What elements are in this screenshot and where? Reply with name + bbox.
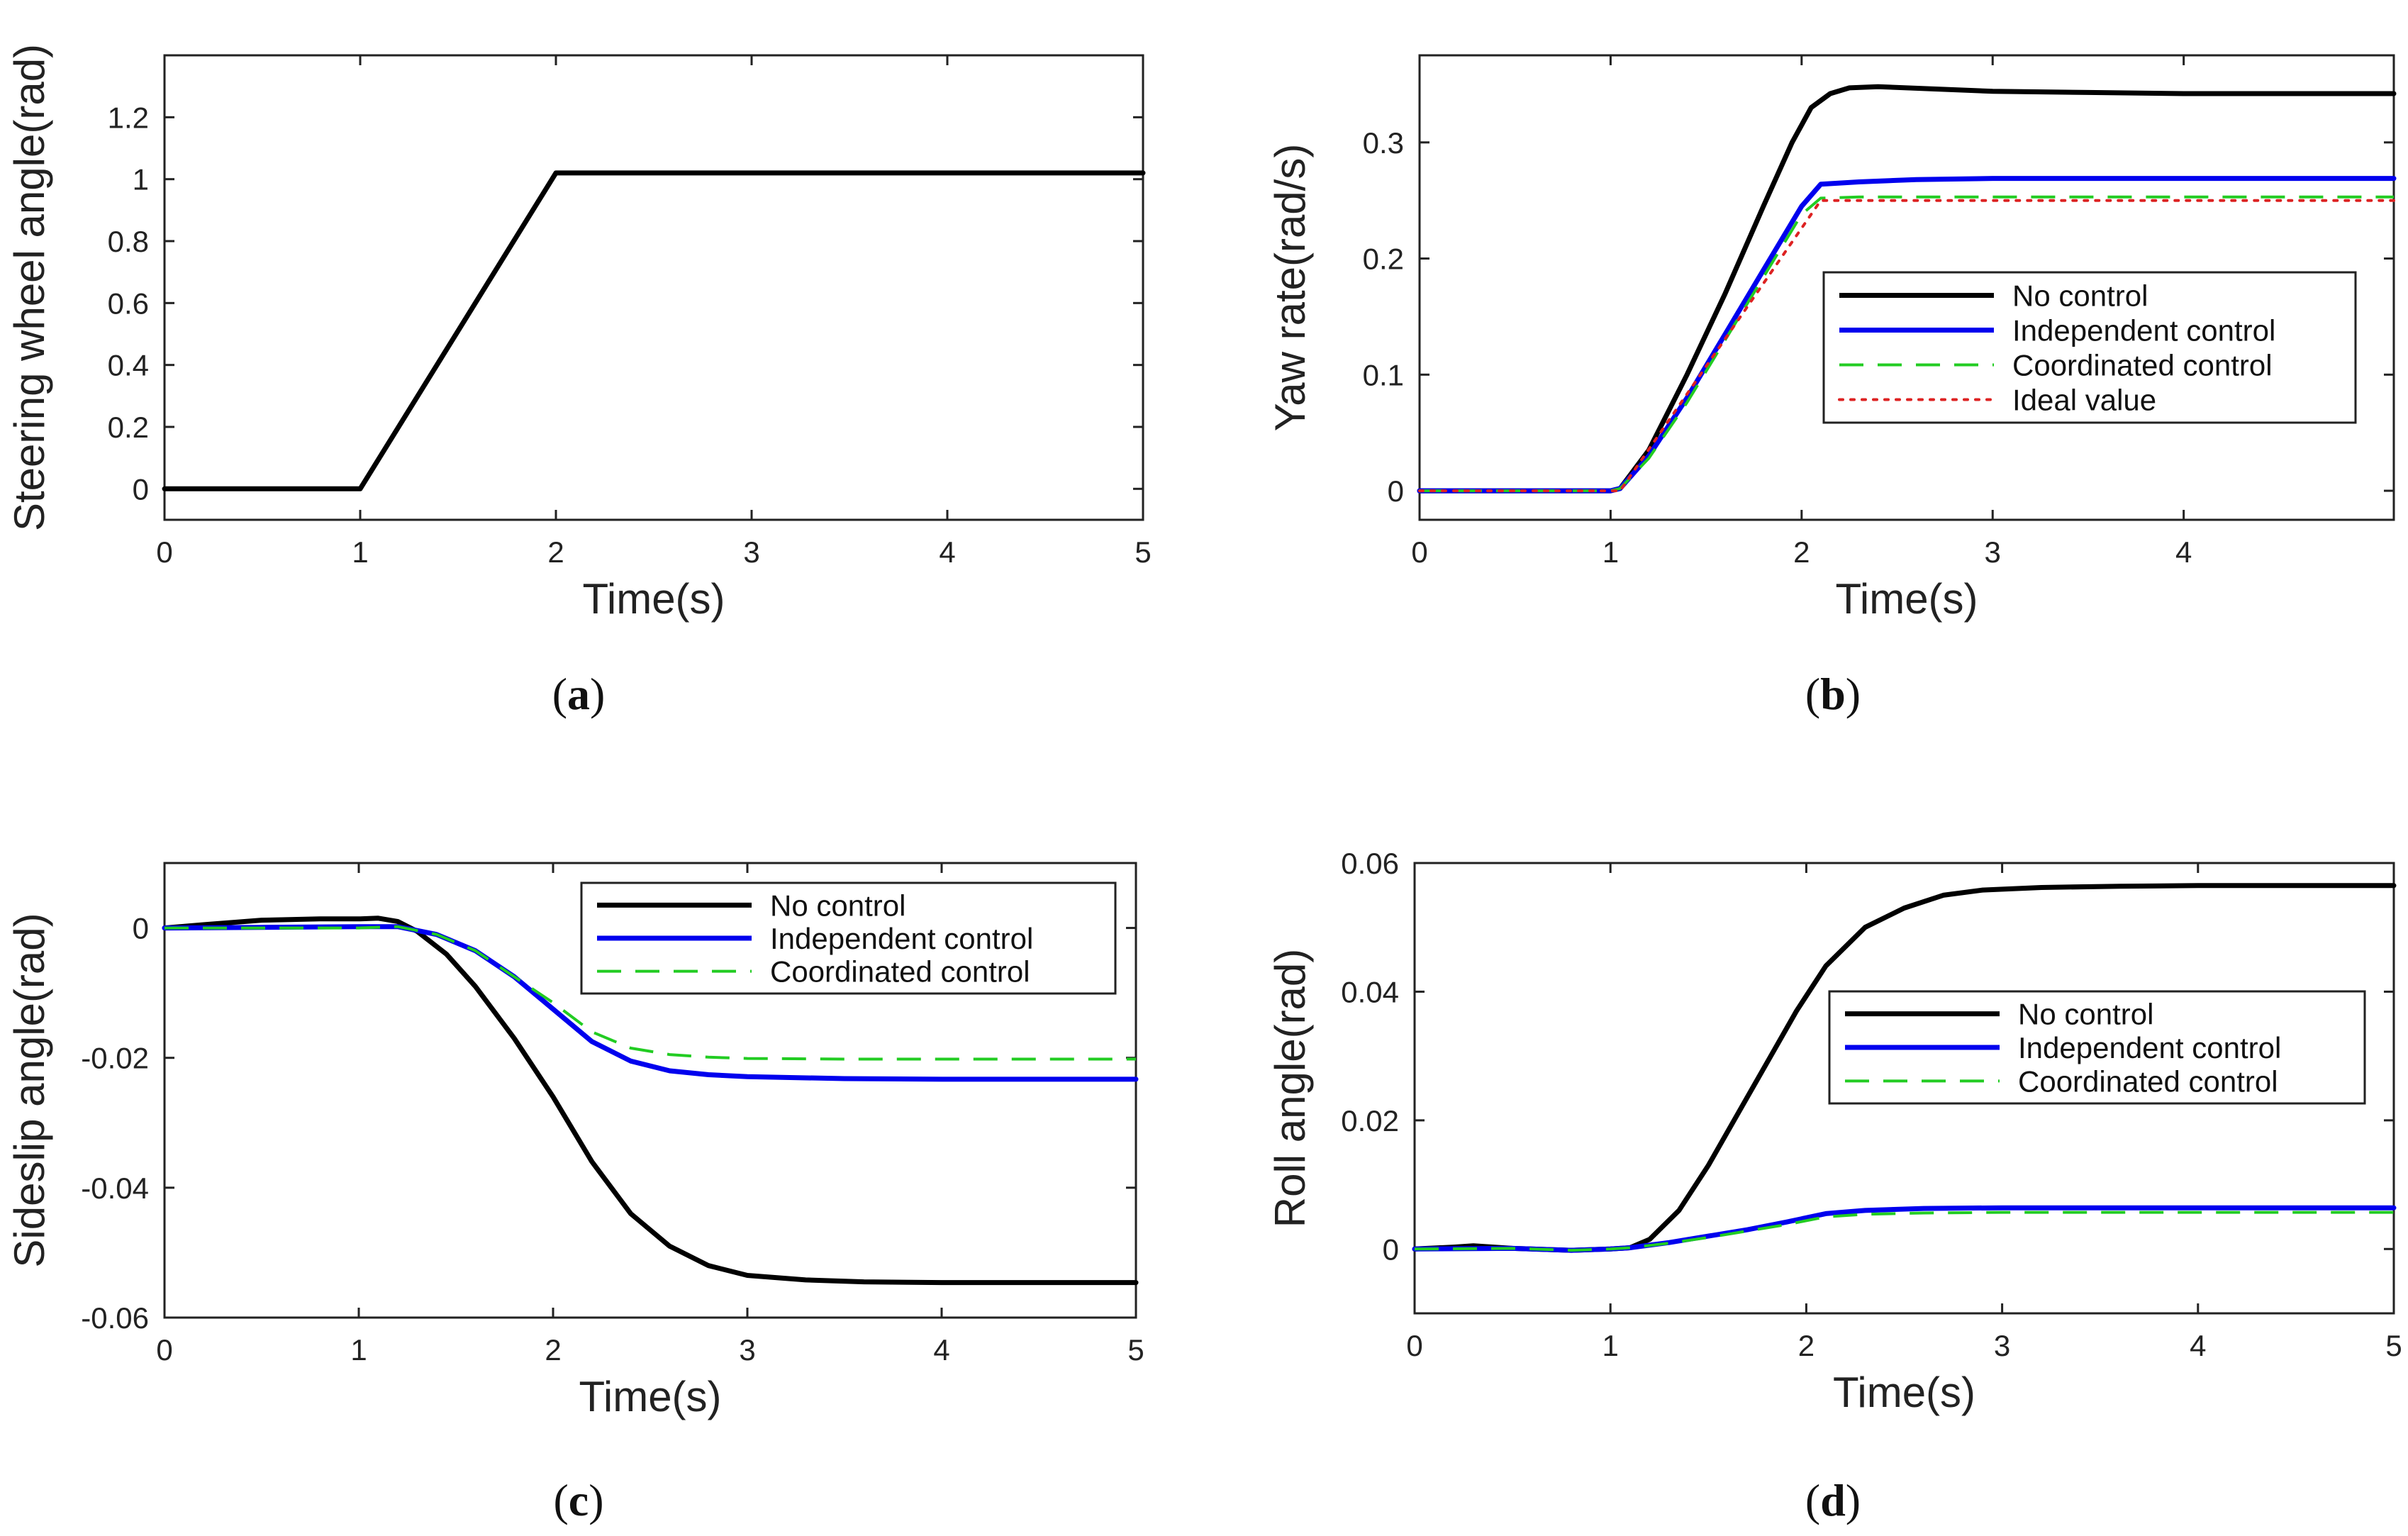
caption-close-paren: ) <box>1846 669 1861 719</box>
x-tick-label: 1 <box>350 1333 367 1367</box>
legend-label: Independent control <box>770 922 1033 955</box>
panel-d: 0 1 2 3 4 5 0 0.02 0.04 0.06 Time(s) Roll angle(rad… <box>1266 847 2402 1525</box>
x-tick-label: 4 <box>939 535 955 569</box>
legend-label: Coordinated control <box>770 955 1030 989</box>
x-tick-label: 1 <box>1602 535 1619 569</box>
y-tick-label: 0 <box>133 912 149 945</box>
x-tick-label: 3 <box>739 1333 755 1367</box>
plot-frame <box>1418 54 2395 521</box>
plot-frame <box>1413 862 2395 1315</box>
legend-label: No control <box>2018 998 2153 1031</box>
x-tick-label: 0 <box>1411 535 1427 569</box>
x-tick-label: 2 <box>547 535 564 569</box>
caption-letter: a <box>567 669 590 719</box>
y-tick-label: 1 <box>133 163 149 196</box>
legend-label: Independent control <box>2012 314 2275 347</box>
x-axis-label: Time(s) <box>582 575 725 623</box>
y-tick-label: 0.8 <box>108 225 149 258</box>
series-line-coordinated-control <box>1414 1211 2394 1252</box>
y-tick-label: -0.02 <box>81 1042 149 1075</box>
caption-open-paren: ( <box>1805 669 1820 719</box>
x-tick-label: 5 <box>1135 535 1151 569</box>
caption-open-paren: ( <box>553 1475 568 1525</box>
y-tick-label: 0 <box>133 472 149 506</box>
caption-close-paren: ) <box>589 1475 603 1525</box>
x-tick-label: 5 <box>2385 1329 2402 1362</box>
y-axis-label: Roll angle(rad) <box>1266 949 1314 1228</box>
x-tick-label: 0 <box>156 535 172 569</box>
x-tick-label: 3 <box>743 535 759 569</box>
x-tick-label: 3 <box>1994 1329 2010 1362</box>
caption-open-paren: ( <box>552 669 567 719</box>
series-line-no-control <box>1417 84 2397 494</box>
x-tick-label: 0 <box>156 1333 172 1367</box>
plot-frame <box>163 54 1144 521</box>
legend-label: No control <box>770 889 905 922</box>
series-line-coordinated-control <box>165 925 1136 1061</box>
y-axis-label: Steering wheel angle(rad) <box>6 44 53 531</box>
panel-caption: (a) <box>552 669 606 719</box>
plot-frame <box>163 862 1137 1319</box>
legend-label: Coordinated control <box>2012 349 2273 382</box>
caption-letter: c <box>569 1475 589 1525</box>
series-line-coordinated-control <box>1420 195 2394 493</box>
series-line-no-control <box>162 916 1139 1286</box>
caption-letter: d <box>1820 1475 1846 1525</box>
y-tick-label: 0.6 <box>108 286 149 320</box>
x-tick-label: 4 <box>933 1333 949 1367</box>
x-tick-label: 3 <box>1985 535 2001 569</box>
x-axis-label: Time(s) <box>1833 1369 1975 1416</box>
panel-caption: (d) <box>1805 1475 1861 1525</box>
caption-close-paren: ) <box>1846 1475 1861 1525</box>
legend-label: No control <box>2012 279 2148 313</box>
y-tick-label: 1.2 <box>108 101 149 134</box>
x-axis-label: Time(s) <box>579 1373 721 1420</box>
panel-caption: (b) <box>1805 669 1861 719</box>
x-tick-label: 1 <box>1602 1329 1619 1362</box>
x-tick-label: 0 <box>1406 1329 1422 1362</box>
y-tick-label: 0.3 <box>1363 126 1404 160</box>
caption-close-paren: ) <box>590 669 605 719</box>
legend-label: Coordinated control <box>2018 1064 2278 1098</box>
panel-a: 0 1 2 3 4 5 0 0.2 0.4 0.6 0.8 1 1.2 Time(s) Steering w… <box>6 44 1152 719</box>
y-tick-label: 0.2 <box>108 411 149 444</box>
x-tick-label: 4 <box>2175 535 2192 569</box>
legend-label: Ideal value <box>2012 384 2156 417</box>
x-tick-label: 5 <box>1127 1333 1144 1367</box>
x-tick-label: 2 <box>1793 535 1810 569</box>
y-tick-label: 0.04 <box>1341 975 1399 1008</box>
caption-letter: b <box>1820 669 1846 719</box>
panel-c: 0 1 2 3 4 5 -0.06 -0.04 -0.02 0 Time(s) Sideslip an… <box>6 862 1144 1525</box>
y-axis-label: Yaw rate(rad/s) <box>1266 144 1314 432</box>
y-tick-label: -0.04 <box>81 1172 149 1205</box>
panel-b: 0 1 2 3 4 0 0.1 0.2 0.3 Time(s) Yaw rate(rad/s) No … <box>1266 54 2397 719</box>
x-tick-label: 1 <box>352 535 368 569</box>
caption-open-paren: ( <box>1805 1475 1820 1525</box>
y-tick-label: -0.06 <box>81 1301 149 1335</box>
y-tick-label: 0.02 <box>1341 1104 1399 1137</box>
x-tick-label: 2 <box>1798 1329 1815 1362</box>
y-tick-label: 0 <box>1388 474 1404 508</box>
series-line-steering-wheel-angle <box>162 170 1146 491</box>
x-axis-label: Time(s) <box>1835 575 1978 623</box>
y-tick-label: 0.1 <box>1363 358 1404 391</box>
legend-label: Independent control <box>2018 1031 2281 1064</box>
y-tick-label: 0 <box>1383 1232 1399 1266</box>
series-line-ideal-value <box>1418 199 2395 493</box>
panel-caption: (c) <box>553 1475 603 1525</box>
x-tick-label: 4 <box>2190 1329 2206 1362</box>
series-line-independent-control <box>1412 1205 2397 1253</box>
y-axis-label: Sideslip angle(rad) <box>6 913 53 1267</box>
y-tick-label: 0.2 <box>1363 243 1404 276</box>
x-tick-label: 2 <box>545 1333 561 1367</box>
y-tick-label: 0.4 <box>108 349 149 382</box>
y-tick-label: 0.06 <box>1341 847 1399 880</box>
